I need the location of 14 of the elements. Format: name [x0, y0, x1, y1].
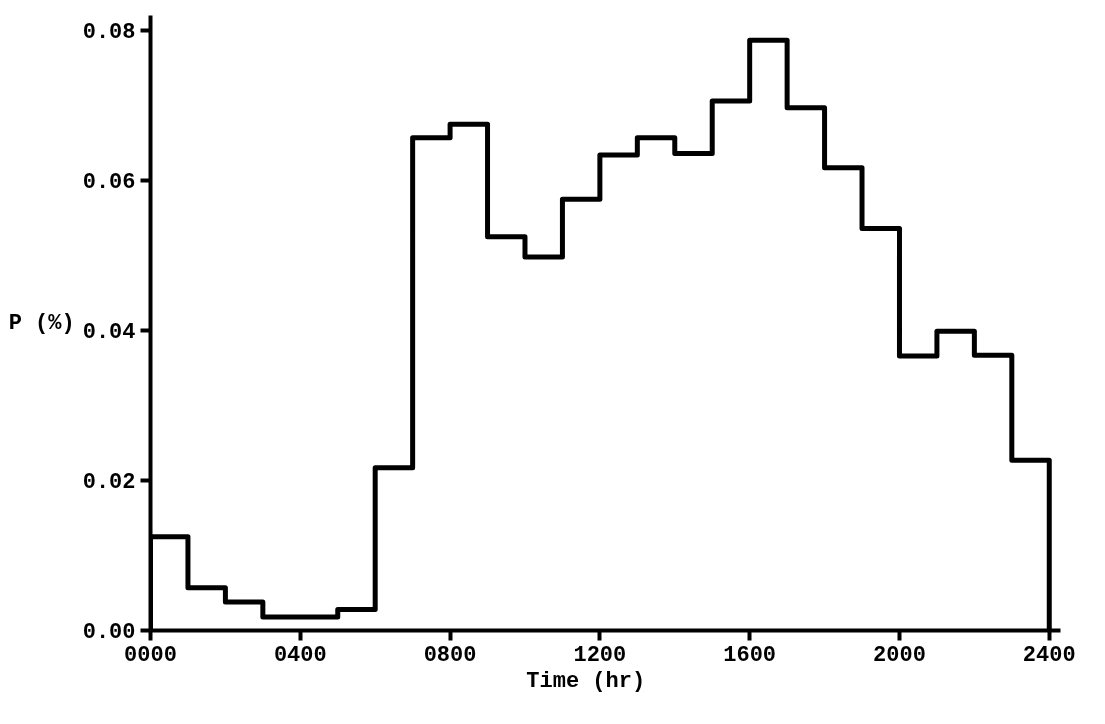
x-tick-label: 0000	[124, 642, 177, 668]
y-tick-label: 0.00	[82, 620, 136, 645]
x-tick-label: 2000	[873, 642, 926, 668]
y-tick-label: 0.02	[82, 470, 136, 495]
y-tick-label: 0.06	[82, 170, 136, 195]
x-axis-title: Time (hr)	[526, 668, 646, 694]
y-axis-title: P (%)	[8, 310, 75, 336]
y-tick-label: 0.08	[82, 20, 136, 45]
x-tick-label: 0400	[273, 642, 327, 668]
x-tick-label: 2400	[1022, 642, 1076, 668]
x-tick-label: 1200	[573, 642, 627, 668]
x-tick-label: 1600	[723, 642, 777, 668]
y-tick-label: 0.04	[82, 320, 136, 345]
x-tick-label: 0800	[423, 642, 477, 668]
